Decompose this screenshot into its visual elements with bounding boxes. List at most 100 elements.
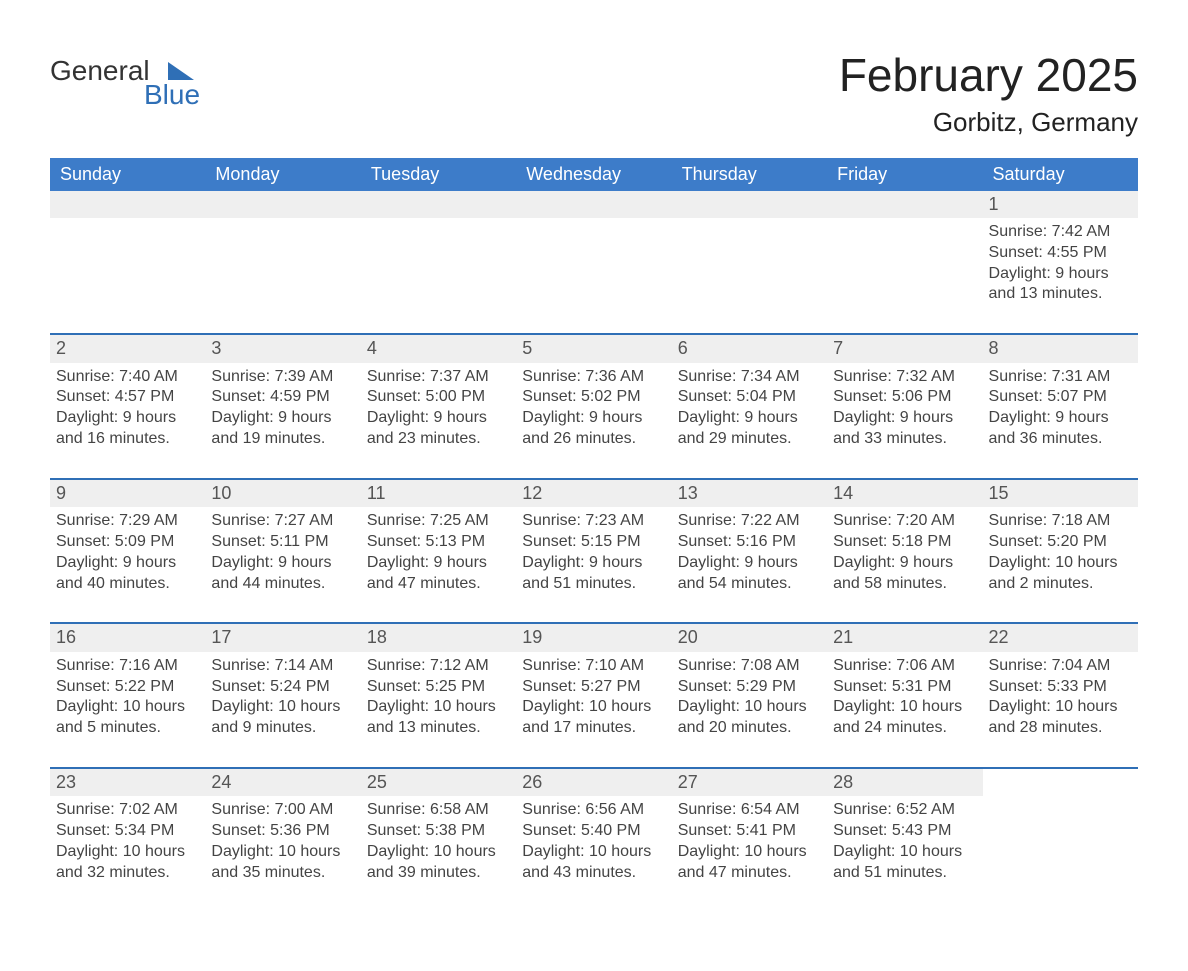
calendar-day-cell: 15Sunrise: 7:18 AMSunset: 5:20 PMDayligh…	[983, 479, 1138, 624]
sunrise-line: Sunrise: 7:39 AM	[211, 367, 350, 388]
calendar-day-cell: 4 Sunrise: 7:37 AMSunset: 5:00 PMDaylight…	[361, 334, 516, 479]
day-number: 2	[50, 335, 205, 362]
sunrise-line: Sunrise: 7:08 AM	[678, 656, 817, 677]
daylight-line: Daylight: 10 hours and 5 minutes.	[56, 697, 195, 739]
sunset-line: Sunset: 5:06 PM	[833, 387, 972, 408]
daylight-line: Daylight: 10 hours and 2 minutes.	[989, 553, 1128, 595]
calendar-day-cell: 14Sunrise: 7:20 AMSunset: 5:18 PMDayligh…	[827, 479, 982, 624]
sunrise-line: Sunrise: 7:25 AM	[367, 511, 506, 532]
day-number: 17	[205, 624, 360, 651]
daylight-line: Daylight: 10 hours and 28 minutes.	[989, 697, 1128, 739]
calendar-day-cell: 13Sunrise: 7:22 AMSunset: 5:16 PMDayligh…	[672, 479, 827, 624]
sunrise-line: Sunrise: 7:29 AM	[56, 511, 195, 532]
calendar-day-cell: 18 Sunrise: 7:12 AMSunset: 5:25 PMDayligh…	[361, 623, 516, 768]
day-info: Sunrise: 7:04 AMSunset: 5:33 PMDaylight:…	[989, 656, 1128, 739]
sunrise-line: Sunrise: 6:58 AM	[367, 800, 506, 821]
weekday-header: Sunday	[50, 158, 205, 191]
calendar-header-row: SundayMondayTuesdayWednesdayThursdayFrid…	[50, 158, 1138, 191]
day-info: Sunrise: 7:10 AMSunset: 5:27 PMDaylight:…	[522, 656, 661, 739]
calendar-day-cell: 19 Sunrise: 7:10 AMSunset: 5:27 PMDayligh…	[516, 623, 671, 768]
daylight-line: Daylight: 9 hours and 19 minutes.	[211, 408, 350, 450]
weekday-header: Friday	[827, 158, 982, 191]
weekday-header: Tuesday	[361, 158, 516, 191]
day-number: 3	[205, 335, 360, 362]
calendar-page: General Blue February 2025 Gorbitz, Germ…	[0, 0, 1188, 971]
weekday-header: Thursday	[672, 158, 827, 191]
sunrise-line: Sunrise: 7:18 AM	[989, 511, 1128, 532]
daylight-line: Daylight: 9 hours and 36 minutes.	[989, 408, 1128, 450]
empty-date-bar: .	[672, 191, 827, 218]
sunset-line: Sunset: 5:07 PM	[989, 387, 1128, 408]
day-number: 10	[205, 480, 360, 507]
sunset-line: Sunset: 5:00 PM	[367, 387, 506, 408]
daylight-line: Daylight: 9 hours and 16 minutes.	[56, 408, 195, 450]
day-number: 28	[827, 769, 982, 796]
svg-text:Blue: Blue	[144, 79, 200, 110]
sunset-line: Sunset: 5:27 PM	[522, 677, 661, 698]
sunrise-line: Sunrise: 7:42 AM	[989, 222, 1128, 243]
daylight-line: Daylight: 10 hours and 35 minutes.	[211, 842, 350, 884]
day-info: Sunrise: 7:37 AMSunset: 5:00 PMDaylight:…	[367, 367, 506, 450]
calendar-day-cell: 20Sunrise: 7:08 AMSunset: 5:29 PMDayligh…	[672, 623, 827, 768]
day-info: Sunrise: 7:18 AMSunset: 5:20 PMDaylight:…	[989, 511, 1128, 594]
page-header: General Blue February 2025 Gorbitz, Germ…	[50, 50, 1138, 138]
title-block: February 2025 Gorbitz, Germany	[839, 50, 1138, 138]
calendar-day-cell: 5Sunrise: 7:36 AMSunset: 5:02 PMDaylight…	[516, 334, 671, 479]
sunrise-line: Sunrise: 7:02 AM	[56, 800, 195, 821]
day-info: Sunrise: 7:06 AMSunset: 5:31 PMDaylight:…	[833, 656, 972, 739]
calendar-day-cell: 23Sunrise: 7:02 AMSunset: 5:34 PMDayligh…	[50, 768, 205, 912]
day-info: Sunrise: 7:02 AMSunset: 5:34 PMDaylight:…	[56, 800, 195, 883]
daylight-line: Daylight: 10 hours and 43 minutes.	[522, 842, 661, 884]
day-number: 9	[50, 480, 205, 507]
calendar-empty-cell: .	[205, 191, 360, 335]
daylight-line: Daylight: 10 hours and 20 minutes.	[678, 697, 817, 739]
day-info: Sunrise: 7:12 AMSunset: 5:25 PMDaylight:…	[367, 656, 506, 739]
weekday-header: Monday	[205, 158, 360, 191]
empty-date-bar: .	[361, 191, 516, 218]
sunrise-line: Sunrise: 7:20 AM	[833, 511, 972, 532]
day-number: 12	[516, 480, 671, 507]
sunset-line: Sunset: 5:40 PM	[522, 821, 661, 842]
day-info: Sunrise: 7:42 AMSunset: 4:55 PMDaylight:…	[989, 222, 1128, 305]
sunrise-line: Sunrise: 7:31 AM	[989, 367, 1128, 388]
sunrise-line: Sunrise: 7:10 AM	[522, 656, 661, 677]
location-title: Gorbitz, Germany	[839, 107, 1138, 138]
day-info: Sunrise: 7:39 AMSunset: 4:59 PMDaylight:…	[211, 367, 350, 450]
calendar-week-row: 23Sunrise: 7:02 AMSunset: 5:34 PMDayligh…	[50, 768, 1138, 912]
sunrise-line: Sunrise: 7:37 AM	[367, 367, 506, 388]
calendar-day-cell: 2Sunrise: 7:40 AMSunset: 4:57 PMDaylight…	[50, 334, 205, 479]
day-number: 5	[516, 335, 671, 362]
calendar-empty-cell: .	[672, 191, 827, 335]
sunrise-line: Sunrise: 7:00 AM	[211, 800, 350, 821]
day-number: 26	[516, 769, 671, 796]
day-number: 18	[361, 624, 516, 651]
sunset-line: Sunset: 5:11 PM	[211, 532, 350, 553]
sunrise-line: Sunrise: 7:32 AM	[833, 367, 972, 388]
calendar-day-cell: 22Sunrise: 7:04 AMSunset: 5:33 PMDayligh…	[983, 623, 1138, 768]
calendar-day-cell: 7Sunrise: 7:32 AMSunset: 5:06 PMDaylight…	[827, 334, 982, 479]
calendar-week-row: 2Sunrise: 7:40 AMSunset: 4:57 PMDaylight…	[50, 334, 1138, 479]
day-info: Sunrise: 7:31 AMSunset: 5:07 PMDaylight:…	[989, 367, 1128, 450]
sunset-line: Sunset: 5:36 PM	[211, 821, 350, 842]
sunset-line: Sunset: 5:38 PM	[367, 821, 506, 842]
sunset-line: Sunset: 5:34 PM	[56, 821, 195, 842]
sunset-line: Sunset: 5:15 PM	[522, 532, 661, 553]
sunrise-line: Sunrise: 6:52 AM	[833, 800, 972, 821]
day-info: Sunrise: 7:29 AMSunset: 5:09 PMDaylight:…	[56, 511, 195, 594]
daylight-line: Daylight: 10 hours and 39 minutes.	[367, 842, 506, 884]
empty-date-bar: .	[516, 191, 671, 218]
calendar-day-cell: 25Sunrise: 6:58 AMSunset: 5:38 PMDayligh…	[361, 768, 516, 912]
calendar-day-cell: 3 Sunrise: 7:39 AMSunset: 4:59 PMDaylight…	[205, 334, 360, 479]
daylight-line: Daylight: 9 hours and 13 minutes.	[989, 264, 1128, 306]
month-title: February 2025	[839, 50, 1138, 101]
day-info: Sunrise: 7:22 AMSunset: 5:16 PMDaylight:…	[678, 511, 817, 594]
sunrise-line: Sunrise: 6:54 AM	[678, 800, 817, 821]
day-number: 19	[516, 624, 671, 651]
day-number: 4	[361, 335, 516, 362]
sunset-line: Sunset: 5:20 PM	[989, 532, 1128, 553]
day-number: 11	[361, 480, 516, 507]
svg-text:General: General	[50, 56, 150, 86]
sunrise-line: Sunrise: 7:34 AM	[678, 367, 817, 388]
daylight-line: Daylight: 9 hours and 33 minutes.	[833, 408, 972, 450]
sunrise-line: Sunrise: 7:06 AM	[833, 656, 972, 677]
